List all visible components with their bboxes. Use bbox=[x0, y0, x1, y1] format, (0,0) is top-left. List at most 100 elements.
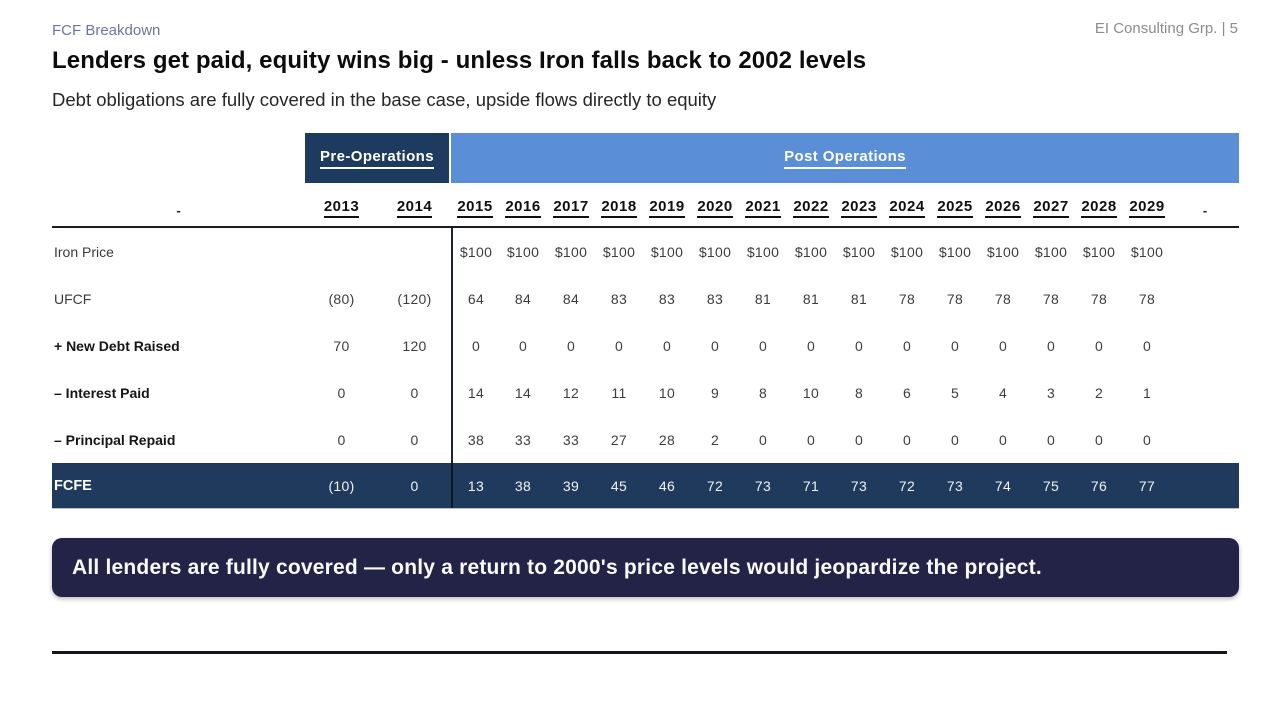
table-year-header-row: - 2013 2014 2015 2016 2017 2018 2019 2020 2021 202… bbox=[52, 183, 1239, 228]
total-cell-value: 74 bbox=[994, 477, 1012, 494]
year-label-2014: 2014 bbox=[396, 198, 433, 218]
cell-value: 14 bbox=[451, 369, 499, 416]
slide-subtitle: Debt obligations are fully covered in th… bbox=[52, 89, 717, 110]
cell-value: 4 bbox=[998, 384, 1008, 401]
cell-value: $100 bbox=[794, 243, 828, 260]
cell-value: 11 bbox=[611, 384, 627, 401]
year-header-2022: 2022 bbox=[787, 198, 835, 218]
cell-value: 3 bbox=[1046, 384, 1056, 401]
table-row: – Interest Paid 0 0 14 14 12 11 10 9 8 10 8 6 5 4 3 2 1 bbox=[52, 369, 1239, 416]
year-label-2017: 2017 bbox=[553, 198, 589, 218]
cell-value: 0 bbox=[950, 431, 960, 448]
table-band-row: Pre-Operations Post Operations bbox=[52, 133, 1239, 183]
cell-value: $100 bbox=[986, 243, 1020, 260]
year-header-2026: 2026 bbox=[979, 198, 1027, 218]
year-label-2028: 2028 bbox=[1081, 198, 1117, 218]
table-row: Iron Price $100 $100 $100 $100 $100 $100 $100 $1… bbox=[52, 228, 1239, 275]
cell-value: 81 bbox=[802, 290, 820, 307]
year-label-2029: 2029 bbox=[1129, 198, 1165, 218]
cell-value: 0 bbox=[337, 431, 346, 448]
total-row-label: FCFE bbox=[54, 477, 92, 494]
cell-value: 78 bbox=[1138, 290, 1156, 307]
cell-value: 0 bbox=[758, 337, 768, 354]
cell-value: 84 bbox=[514, 290, 532, 307]
total-cell-value: 73 bbox=[850, 477, 868, 494]
total-cell-value: 77 bbox=[1138, 477, 1156, 494]
year-header-2028: 2028 bbox=[1075, 198, 1123, 218]
table-row: – Principal Repaid 0 0 38 33 33 27 28 2 0 0 0 0 0 0 0 0 0 bbox=[52, 416, 1239, 463]
total-cell-value: 75 bbox=[1042, 477, 1060, 494]
year-header-2014: 2014 bbox=[378, 198, 451, 218]
cell-value: 81 bbox=[754, 290, 772, 307]
cell-value: 120 bbox=[402, 337, 427, 354]
year-header-2024: 2024 bbox=[883, 198, 931, 218]
year-label-2027: 2027 bbox=[1033, 198, 1069, 218]
cell-value: 0 bbox=[854, 431, 864, 448]
cell-value: $100 bbox=[602, 243, 636, 260]
table-total-row-fcfe: FCFE (10) 0 13 38 39 45 46 72 73 71 73 72 73 74 75 76 77 bbox=[52, 463, 1239, 509]
cell-value: 12 bbox=[562, 384, 580, 401]
cell-value: 2 bbox=[710, 431, 720, 448]
cell-value: 0 bbox=[854, 337, 864, 354]
cell-value: (80) bbox=[328, 290, 355, 307]
pre-operations-label: Pre-Operations bbox=[320, 148, 434, 169]
year-label-2019: 2019 bbox=[649, 198, 685, 218]
cell-value: 27 bbox=[610, 431, 628, 448]
cell-value: $100 bbox=[554, 243, 588, 260]
callout-banner: All lenders are fully covered — only a r… bbox=[52, 538, 1239, 597]
cell-value: 0 bbox=[566, 337, 576, 354]
cell-value: 6 bbox=[902, 384, 912, 401]
cell-value: 0 bbox=[451, 322, 499, 369]
total-cell-value: 39 bbox=[562, 477, 580, 494]
cell-value: 78 bbox=[1090, 290, 1108, 307]
cell-value: 9 bbox=[710, 384, 720, 401]
cell-value: 5 bbox=[950, 384, 960, 401]
cell-value: 10 bbox=[658, 384, 676, 401]
year-header-2016: 2016 bbox=[499, 198, 547, 218]
cell-value: 0 bbox=[902, 337, 912, 354]
cell-value: $100 bbox=[698, 243, 732, 260]
cell-value: $100 bbox=[650, 243, 684, 260]
table-row: UFCF (80) (120) 64 84 84 83 83 83 81 81 81 78 78 78 78 7… bbox=[52, 275, 1239, 322]
total-cell-value: 73 bbox=[946, 477, 964, 494]
cell-value: 70 bbox=[333, 337, 350, 354]
year-label-2016: 2016 bbox=[505, 198, 541, 218]
fcf-table: Pre-Operations Post Operations -2013 2014… bbox=[52, 133, 1239, 509]
cell-value: 0 bbox=[410, 384, 419, 401]
total-cell-value: 45 bbox=[610, 477, 628, 494]
year-label-2023: 2023 bbox=[841, 198, 877, 218]
cell-value: 0 bbox=[710, 337, 720, 354]
row-label: + New Debt Raised bbox=[54, 337, 180, 354]
cell-value: 0 bbox=[1142, 337, 1152, 354]
year-header-2021: 2021 bbox=[739, 198, 787, 218]
cell-value: (120) bbox=[397, 290, 432, 307]
year-label-2013: 2013 bbox=[323, 198, 360, 218]
year-header-2019: 2019 bbox=[643, 198, 691, 218]
total-cell-value: 76 bbox=[1090, 477, 1108, 494]
cell-value: 81 bbox=[850, 290, 868, 307]
table-body: Iron Price $100 $100 $100 $100 $100 $100 $100 $1… bbox=[52, 228, 1239, 463]
year-label-2024: 2024 bbox=[889, 198, 925, 218]
cell-value: 78 bbox=[898, 290, 916, 307]
bottom-divider-rule bbox=[52, 651, 1227, 654]
cell-value: 14 bbox=[514, 384, 532, 401]
cell-value: 84 bbox=[562, 290, 580, 307]
post-operations-label: Post Operations bbox=[784, 148, 906, 169]
cell-value: 0 bbox=[998, 337, 1008, 354]
total-cell-value: 73 bbox=[754, 477, 772, 494]
cell-value: 8 bbox=[854, 384, 864, 401]
row-label: Iron Price bbox=[54, 243, 114, 260]
year-label-2020: 2020 bbox=[697, 198, 733, 218]
year-header-2013: 2013 bbox=[305, 198, 378, 218]
cell-value: 10 bbox=[802, 384, 820, 401]
cell-value: 0 bbox=[1094, 337, 1104, 354]
year-header-2023: 2023 bbox=[835, 198, 883, 218]
year-label-2018: 2018 bbox=[601, 198, 637, 218]
total-cell-value: 13 bbox=[451, 463, 499, 508]
cell-value: 0 bbox=[1046, 337, 1056, 354]
cell-value: 64 bbox=[451, 275, 499, 322]
cell-value: 0 bbox=[410, 431, 419, 448]
row-label: – Interest Paid bbox=[54, 384, 150, 401]
year-header-2020: 2020 bbox=[691, 198, 739, 218]
cell-value: 0 bbox=[662, 337, 672, 354]
